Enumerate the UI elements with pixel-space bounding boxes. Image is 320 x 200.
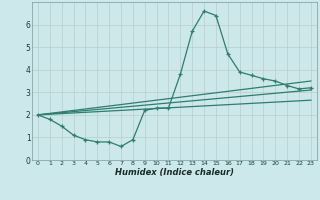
X-axis label: Humidex (Indice chaleur): Humidex (Indice chaleur)	[115, 168, 234, 177]
